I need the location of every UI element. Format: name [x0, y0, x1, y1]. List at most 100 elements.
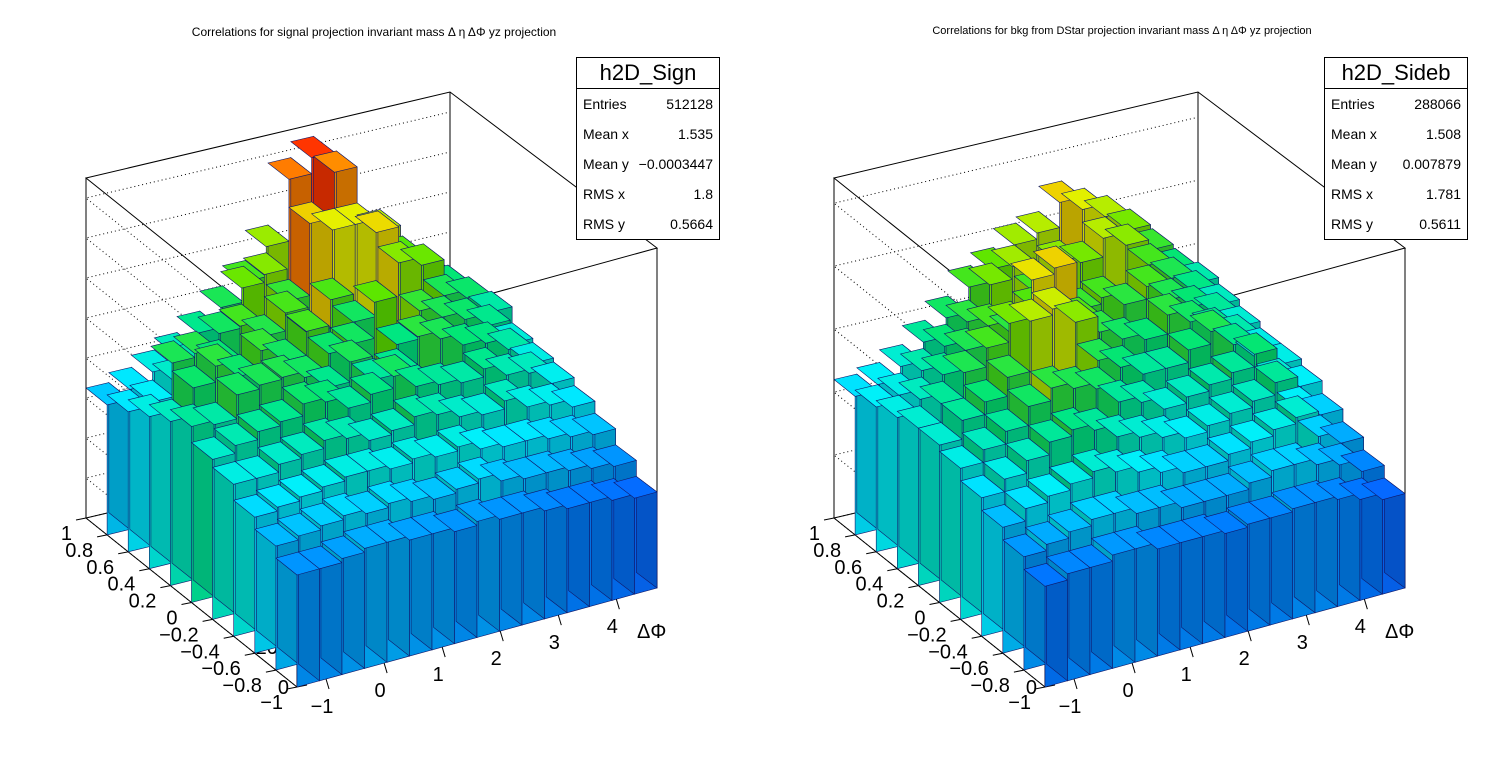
- lego-bar: [1293, 479, 1339, 614]
- x-tick: [1363, 599, 1368, 610]
- top-frame: [832, 91, 1407, 348]
- stats-row-rms-y: RMS y 0.5664: [577, 209, 719, 239]
- y-tick-label: 1: [809, 523, 820, 545]
- y-tick: [845, 534, 856, 538]
- y-tick-label: 0: [914, 608, 925, 630]
- y-tick-label: 0.6: [834, 557, 862, 579]
- x-tick: [325, 678, 330, 690]
- stats-label: RMS x: [1331, 186, 1373, 202]
- x-tick-label: 0: [1123, 680, 1134, 702]
- lego-bar: [1023, 562, 1069, 688]
- x-tick: [1131, 662, 1136, 674]
- x-tick-label: 4: [607, 616, 618, 638]
- x-tick-label: 1: [433, 664, 444, 686]
- left-lego-plot: 02004006008001000120014001600−101234ΔΦ−1…: [61, 91, 666, 718]
- stats-histogram-name: h2D_Sign: [577, 58, 719, 89]
- y-tick-label: 0.4: [855, 574, 883, 596]
- stats-label: Mean x: [1331, 126, 1377, 142]
- x-axis-ticks: −1 0 1 2 3 4: [311, 599, 620, 718]
- stats-histogram-name: h2D_Sideb: [1325, 58, 1467, 89]
- stats-value: 1.781: [1425, 186, 1461, 202]
- lego-bar: [568, 479, 613, 607]
- stats-row-rms-y: RMS y 0.5611: [1325, 209, 1467, 239]
- y-tick-label: −0.2: [907, 624, 946, 646]
- lego-bar: [85, 381, 131, 536]
- stats-row-rms-x: RMS x 1.781: [1325, 179, 1467, 209]
- x-tick-label: 0: [375, 680, 386, 702]
- x-tick-label: −1: [1059, 696, 1082, 718]
- lego-bar: [1225, 501, 1271, 632]
- lego-bar: [190, 436, 236, 620]
- y-tick: [971, 635, 982, 639]
- lego-bar: [387, 516, 433, 657]
- stats-label: Entries: [1331, 96, 1375, 112]
- stats-label: RMS x: [583, 186, 625, 202]
- lego-bar: [917, 421, 963, 603]
- x-tick-label: −1: [311, 696, 334, 718]
- lego-bar: [1248, 495, 1294, 626]
- lego-bar: [833, 373, 879, 536]
- x-tick: [1305, 615, 1310, 626]
- y-tick: [1013, 669, 1024, 673]
- y-tick-label: −0.8: [222, 675, 261, 697]
- stats-value: 0.007879: [1402, 156, 1461, 172]
- y-tick: [223, 635, 234, 639]
- stats-row-mean-y: Mean y −0.0003447: [577, 149, 719, 179]
- right-chart-pad: 02004006008001000−101234ΔΦ−1−0.8−0.6−0.4…: [748, 0, 1496, 772]
- stats-value: 0.5611: [1419, 216, 1461, 232]
- y-tick: [202, 618, 213, 622]
- y-tick-label: 0.4: [107, 574, 135, 596]
- y-tick: [866, 551, 877, 555]
- stats-label: Mean y: [1331, 156, 1377, 172]
- y-tick-label: −0.4: [180, 641, 219, 663]
- stats-row-mean-x: Mean x 1.535: [577, 119, 719, 149]
- lego-bar: [1135, 525, 1181, 657]
- lego-bar: [455, 498, 501, 638]
- x-tick: [441, 646, 446, 658]
- z-tick-label: 0: [278, 677, 289, 699]
- y-tick: [1034, 686, 1046, 690]
- lego-bar: [1158, 519, 1204, 651]
- stats-value: 0.5664: [670, 216, 713, 232]
- y-tick: [160, 585, 171, 589]
- lego-bar: [365, 518, 411, 663]
- lego-bar: [410, 510, 456, 651]
- stats-row-mean-y: Mean y 0.007879: [1325, 149, 1467, 179]
- lego-bar: [896, 405, 942, 586]
- right-stats-box: h2D_Sideb Entries 288066 Mean x 1.508 Mean…: [1324, 57, 1468, 240]
- y-tick: [139, 568, 150, 572]
- left-stats-box: h2D_Sign Entries 512128 Mean x 1.535 Mean …: [576, 57, 720, 240]
- x-tick: [1073, 678, 1078, 690]
- lego-bar: [320, 535, 366, 675]
- y-tick-label: 0.2: [129, 591, 157, 613]
- y-axis-ticks: −1−0.8−0.6−0.4−0.200.20.40.60.81: [809, 517, 1046, 714]
- stats-row-entries: Entries 288066: [1325, 89, 1467, 119]
- y-tick-label: 0.6: [86, 557, 114, 579]
- x-tick-label: 4: [1355, 616, 1366, 638]
- y-tick-label: −0.8: [970, 675, 1009, 697]
- y-tick-label: −0.4: [928, 641, 967, 663]
- y-tick: [265, 669, 276, 673]
- y-tick: [118, 551, 129, 555]
- y-axis-ticks: −1−0.8−0.6−0.4−0.200.20.40.60.81: [61, 517, 298, 714]
- right-lego-plot: 02004006008001000−101234ΔΦ−1−0.8−0.6−0.4…: [809, 91, 1414, 718]
- bars: [833, 180, 1406, 688]
- y-tick-label: −1: [260, 692, 283, 714]
- x-axis-ticks: −1 0 1 2 3 4: [1059, 599, 1368, 718]
- y-tick: [244, 652, 255, 656]
- z-tick-label: 0: [1026, 677, 1037, 699]
- x-tick: [615, 599, 620, 610]
- y-tick-label: 0.2: [877, 591, 905, 613]
- stats-row-mean-x: Mean x 1.508: [1325, 119, 1467, 149]
- left-chart-title: Correlations for signal projection invar…: [191, 25, 557, 39]
- lego-bar: [1113, 525, 1159, 663]
- stats-label: Mean y: [583, 156, 629, 172]
- y-tick: [181, 602, 192, 605]
- y-tick-label: 0: [166, 608, 177, 630]
- y-tick-label: −0.6: [949, 658, 988, 680]
- lego-bar: [613, 475, 658, 595]
- x-tick: [557, 615, 562, 626]
- y-tick-label: −0.2: [159, 624, 198, 646]
- stats-label: RMS y: [1331, 216, 1373, 232]
- lego-bar: [1180, 513, 1226, 645]
